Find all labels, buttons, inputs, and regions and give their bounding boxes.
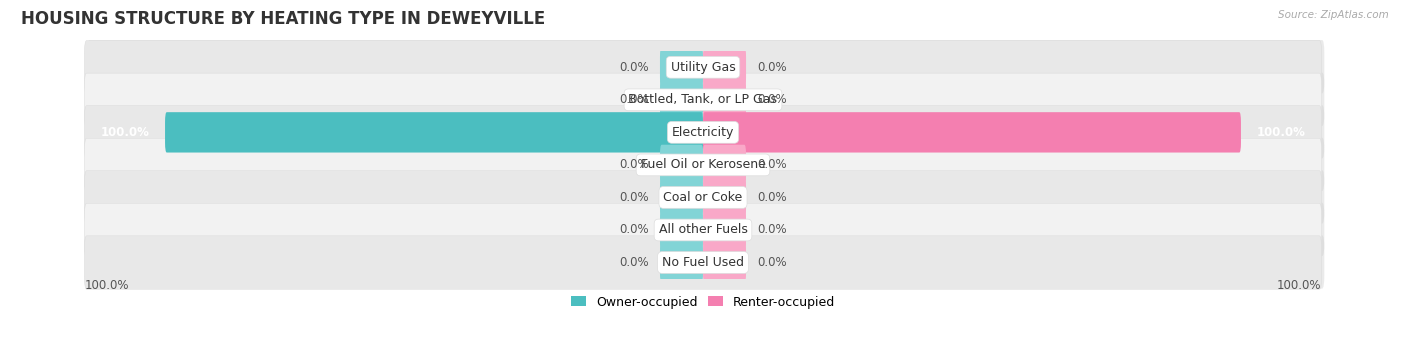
- Text: 0.0%: 0.0%: [620, 158, 650, 171]
- FancyBboxPatch shape: [87, 72, 1324, 126]
- Legend: Owner-occupied, Renter-occupied: Owner-occupied, Renter-occupied: [567, 291, 839, 313]
- FancyBboxPatch shape: [87, 138, 1324, 191]
- Text: 100.0%: 100.0%: [100, 126, 149, 139]
- FancyBboxPatch shape: [703, 210, 747, 250]
- FancyBboxPatch shape: [84, 138, 1322, 191]
- Text: All other Fuels: All other Fuels: [658, 223, 748, 237]
- FancyBboxPatch shape: [703, 47, 747, 87]
- FancyBboxPatch shape: [659, 47, 703, 87]
- Text: 0.0%: 0.0%: [756, 256, 786, 269]
- Text: HOUSING STRUCTURE BY HEATING TYPE IN DEWEYVILLE: HOUSING STRUCTURE BY HEATING TYPE IN DEW…: [21, 10, 546, 28]
- Text: 0.0%: 0.0%: [756, 191, 786, 204]
- Text: 0.0%: 0.0%: [756, 93, 786, 106]
- Text: Fuel Oil or Kerosene: Fuel Oil or Kerosene: [641, 158, 765, 171]
- Text: Electricity: Electricity: [672, 126, 734, 139]
- Text: Coal or Coke: Coal or Coke: [664, 191, 742, 204]
- Text: 100.0%: 100.0%: [84, 279, 129, 292]
- FancyBboxPatch shape: [659, 80, 703, 120]
- Text: 0.0%: 0.0%: [620, 256, 650, 269]
- FancyBboxPatch shape: [84, 203, 1322, 257]
- Text: 0.0%: 0.0%: [620, 61, 650, 74]
- Text: 100.0%: 100.0%: [1277, 279, 1322, 292]
- Text: 0.0%: 0.0%: [620, 223, 650, 237]
- Text: No Fuel Used: No Fuel Used: [662, 256, 744, 269]
- FancyBboxPatch shape: [165, 112, 703, 153]
- Text: Source: ZipAtlas.com: Source: ZipAtlas.com: [1278, 10, 1389, 20]
- FancyBboxPatch shape: [87, 105, 1324, 158]
- Text: Bottled, Tank, or LP Gas: Bottled, Tank, or LP Gas: [628, 93, 778, 106]
- FancyBboxPatch shape: [87, 235, 1324, 289]
- Text: Utility Gas: Utility Gas: [671, 61, 735, 74]
- Text: 0.0%: 0.0%: [756, 223, 786, 237]
- Text: 0.0%: 0.0%: [620, 191, 650, 204]
- Text: 0.0%: 0.0%: [756, 61, 786, 74]
- FancyBboxPatch shape: [703, 177, 747, 218]
- FancyBboxPatch shape: [703, 80, 747, 120]
- Text: 100.0%: 100.0%: [1257, 126, 1306, 139]
- FancyBboxPatch shape: [703, 145, 747, 185]
- FancyBboxPatch shape: [87, 40, 1324, 94]
- FancyBboxPatch shape: [84, 40, 1322, 94]
- FancyBboxPatch shape: [84, 171, 1322, 224]
- FancyBboxPatch shape: [659, 242, 703, 283]
- FancyBboxPatch shape: [659, 177, 703, 218]
- FancyBboxPatch shape: [659, 145, 703, 185]
- Text: 0.0%: 0.0%: [620, 93, 650, 106]
- FancyBboxPatch shape: [84, 106, 1322, 159]
- FancyBboxPatch shape: [87, 170, 1324, 224]
- FancyBboxPatch shape: [703, 242, 747, 283]
- Text: 0.0%: 0.0%: [756, 158, 786, 171]
- FancyBboxPatch shape: [659, 210, 703, 250]
- FancyBboxPatch shape: [87, 203, 1324, 256]
- FancyBboxPatch shape: [703, 112, 1241, 153]
- FancyBboxPatch shape: [84, 73, 1322, 126]
- FancyBboxPatch shape: [84, 236, 1322, 289]
